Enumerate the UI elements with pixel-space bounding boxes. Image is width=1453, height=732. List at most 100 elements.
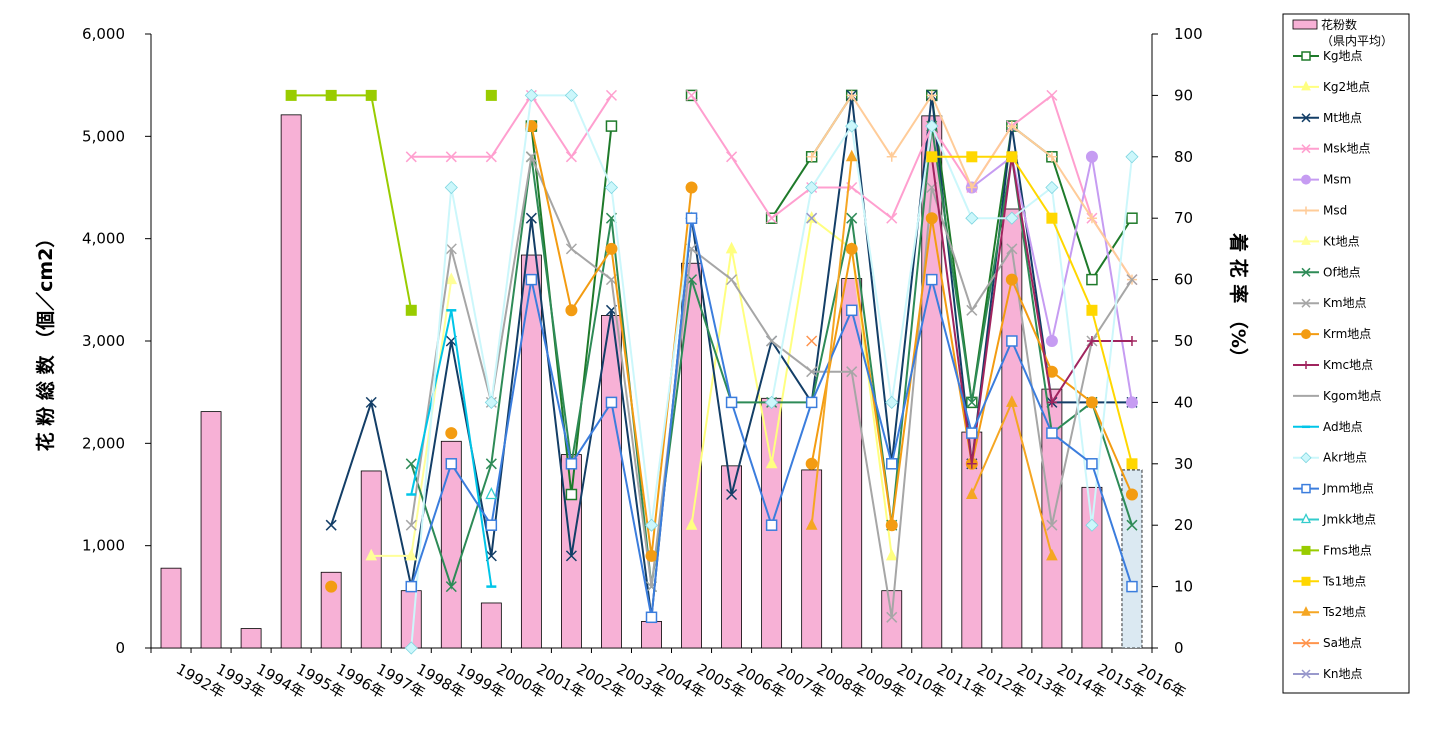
point xyxy=(886,212,898,224)
series xyxy=(685,211,898,561)
point xyxy=(806,335,818,347)
legend-label: Msk地点 xyxy=(1323,142,1371,156)
point xyxy=(1126,519,1138,531)
point xyxy=(365,89,377,101)
point xyxy=(805,518,818,530)
point xyxy=(1046,212,1058,224)
y-right-tick-label: 60 xyxy=(1174,271,1193,289)
point xyxy=(645,611,658,624)
bar xyxy=(520,254,542,649)
legend-label: Akr地点 xyxy=(1323,451,1367,465)
point xyxy=(1126,274,1138,286)
point xyxy=(445,272,458,285)
point xyxy=(966,396,978,408)
point xyxy=(886,611,898,623)
point xyxy=(845,149,858,162)
y-right-tick-label: 40 xyxy=(1174,393,1193,411)
point xyxy=(846,366,858,378)
point xyxy=(926,151,938,163)
point xyxy=(1126,458,1138,470)
point xyxy=(1046,397,1057,408)
point xyxy=(444,180,458,195)
series-line xyxy=(931,155,1133,465)
y-left-tick-label: 0 xyxy=(115,639,125,657)
point xyxy=(484,395,498,409)
line-layer xyxy=(285,88,1139,655)
point xyxy=(1086,273,1098,286)
point xyxy=(1300,452,1312,464)
point xyxy=(885,548,898,561)
point xyxy=(885,395,899,409)
point xyxy=(445,458,458,470)
point xyxy=(405,304,417,316)
y-right-tick-label: 70 xyxy=(1174,209,1193,227)
point xyxy=(325,519,337,531)
point xyxy=(485,458,497,470)
legend-label: Km地点 xyxy=(1323,296,1367,310)
legend-label: Jmkk地点 xyxy=(1322,513,1376,527)
point xyxy=(445,581,457,593)
bar xyxy=(200,411,222,649)
point xyxy=(685,518,698,530)
point xyxy=(1301,638,1311,648)
series-line xyxy=(410,94,693,649)
point xyxy=(644,518,659,532)
point xyxy=(1301,144,1311,154)
legend-label: Msd xyxy=(1323,204,1347,218)
point xyxy=(524,88,538,102)
point xyxy=(925,212,938,225)
point xyxy=(845,304,858,317)
point xyxy=(926,90,937,101)
point xyxy=(1302,206,1310,215)
legend-label-sub: （県内平均） xyxy=(1321,34,1393,48)
point xyxy=(1045,180,1059,195)
point xyxy=(405,458,417,470)
y-right-tick-label: 20 xyxy=(1174,516,1193,534)
point xyxy=(1125,488,1138,501)
point xyxy=(1085,518,1099,532)
point xyxy=(405,580,418,593)
series xyxy=(405,212,1138,624)
point xyxy=(965,211,979,225)
series xyxy=(285,89,497,316)
series-line xyxy=(810,156,853,526)
y-left-tick-label: 1,000 xyxy=(82,537,125,555)
series-line xyxy=(690,93,1133,281)
legend-label: Ts1地点 xyxy=(1322,574,1366,588)
point xyxy=(1126,580,1138,593)
bar xyxy=(1081,486,1103,649)
legend-swatch xyxy=(1292,19,1318,30)
point xyxy=(565,458,578,470)
point xyxy=(766,212,778,224)
point xyxy=(806,366,818,378)
y-axis-left-label: 花 粉 総 数 （個／cm2） xyxy=(34,229,57,452)
point xyxy=(726,488,738,501)
point xyxy=(886,151,897,162)
point xyxy=(1006,121,1017,132)
point xyxy=(565,488,578,501)
point xyxy=(1301,174,1311,185)
axis-labels: 花 粉 総 数 （個／cm2） 着 花 率 （%） xyxy=(34,229,1250,452)
series xyxy=(806,212,818,224)
point xyxy=(485,151,497,163)
y-left-tick-label: 3,000 xyxy=(82,332,125,350)
point xyxy=(1301,235,1311,245)
y-right-tick-label: 0 xyxy=(1174,639,1184,657)
point xyxy=(1086,304,1098,316)
y-right-tick-label: 90 xyxy=(1174,86,1193,104)
point xyxy=(604,180,619,195)
tick-layer: 0 1,000 2,000 3,000 4,000 5,000 6,000 0 10 20 30 40… xyxy=(82,25,1203,702)
point xyxy=(445,427,458,440)
point xyxy=(1045,335,1058,347)
series xyxy=(485,487,498,500)
legend-label: Mt地点 xyxy=(1323,111,1362,125)
point xyxy=(605,120,618,132)
point xyxy=(805,396,818,409)
point xyxy=(966,151,978,163)
point xyxy=(925,119,939,133)
point xyxy=(365,548,378,561)
point xyxy=(605,89,617,101)
series-line xyxy=(770,122,1133,526)
point xyxy=(645,549,658,562)
point xyxy=(846,90,857,101)
